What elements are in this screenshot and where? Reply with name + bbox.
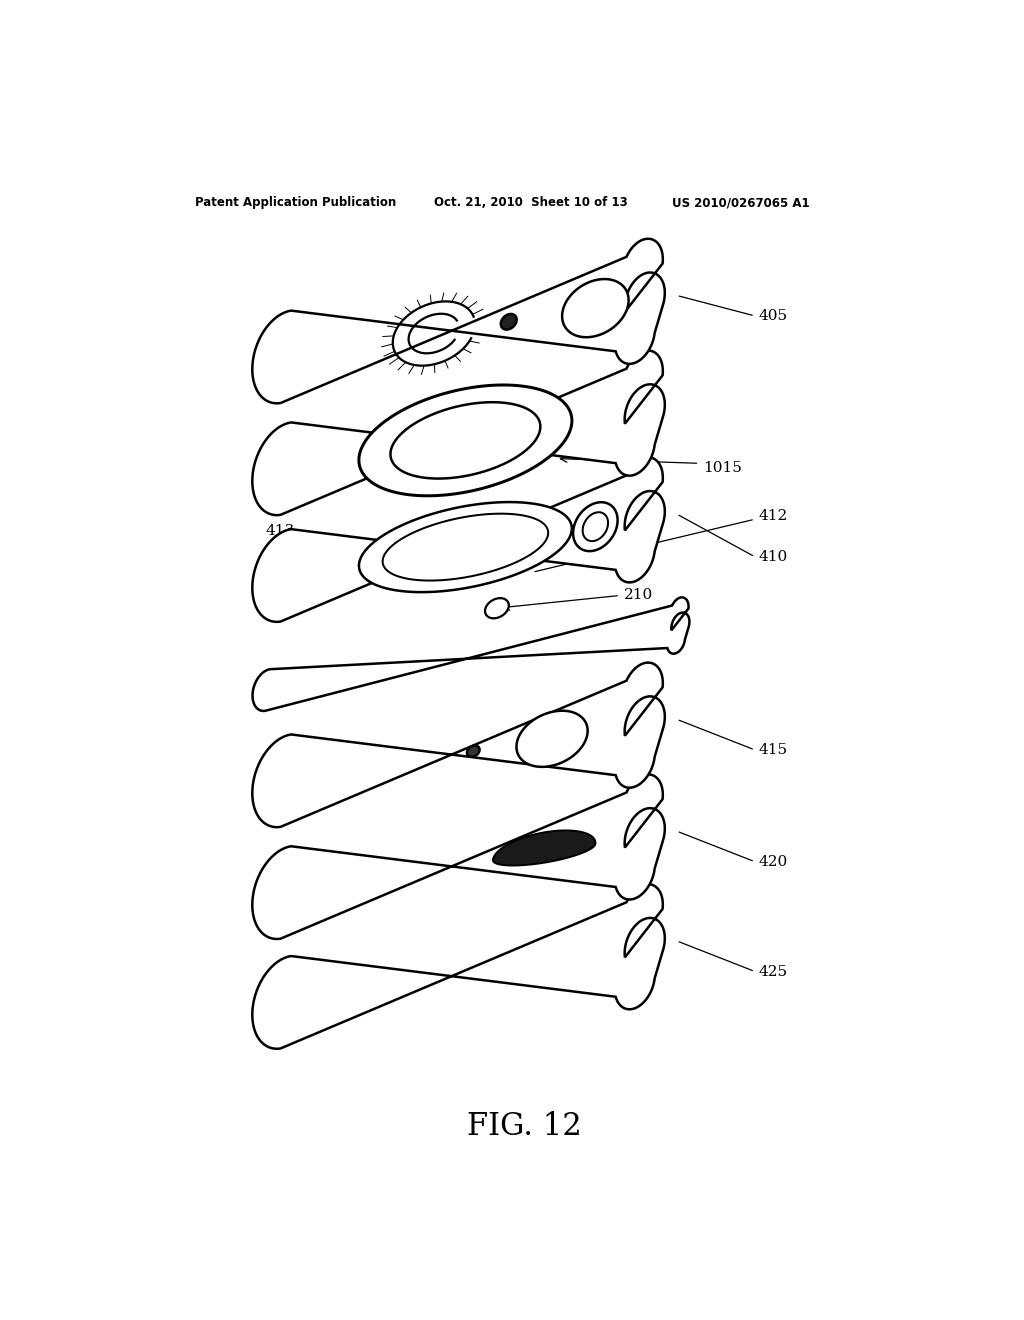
- Text: 1015: 1015: [703, 462, 742, 475]
- Text: US 2010/0267065 A1: US 2010/0267065 A1: [672, 195, 809, 209]
- Polygon shape: [562, 279, 629, 337]
- Polygon shape: [390, 403, 541, 479]
- Polygon shape: [252, 884, 665, 1049]
- Text: 413: 413: [265, 524, 295, 539]
- Text: 420: 420: [759, 855, 788, 869]
- Polygon shape: [485, 598, 509, 618]
- Polygon shape: [252, 239, 665, 404]
- Polygon shape: [501, 314, 517, 330]
- Polygon shape: [583, 512, 608, 541]
- Polygon shape: [252, 351, 665, 515]
- Polygon shape: [467, 746, 479, 756]
- Text: 410: 410: [759, 550, 788, 564]
- Polygon shape: [252, 663, 665, 828]
- Text: 210: 210: [624, 589, 653, 602]
- Text: 412: 412: [759, 510, 788, 523]
- Polygon shape: [252, 457, 665, 622]
- Polygon shape: [383, 513, 548, 581]
- Polygon shape: [516, 710, 588, 767]
- Text: 405: 405: [759, 309, 788, 323]
- Polygon shape: [253, 598, 689, 711]
- Polygon shape: [359, 502, 571, 593]
- Text: 425: 425: [759, 965, 788, 978]
- Polygon shape: [252, 775, 665, 939]
- Text: Oct. 21, 2010  Sheet 10 of 13: Oct. 21, 2010 Sheet 10 of 13: [433, 195, 628, 209]
- Text: Patent Application Publication: Patent Application Publication: [196, 195, 396, 209]
- Text: 415: 415: [759, 743, 788, 756]
- Polygon shape: [358, 385, 571, 496]
- Text: FIG. 12: FIG. 12: [467, 1110, 583, 1142]
- Polygon shape: [573, 502, 617, 552]
- Polygon shape: [493, 830, 595, 866]
